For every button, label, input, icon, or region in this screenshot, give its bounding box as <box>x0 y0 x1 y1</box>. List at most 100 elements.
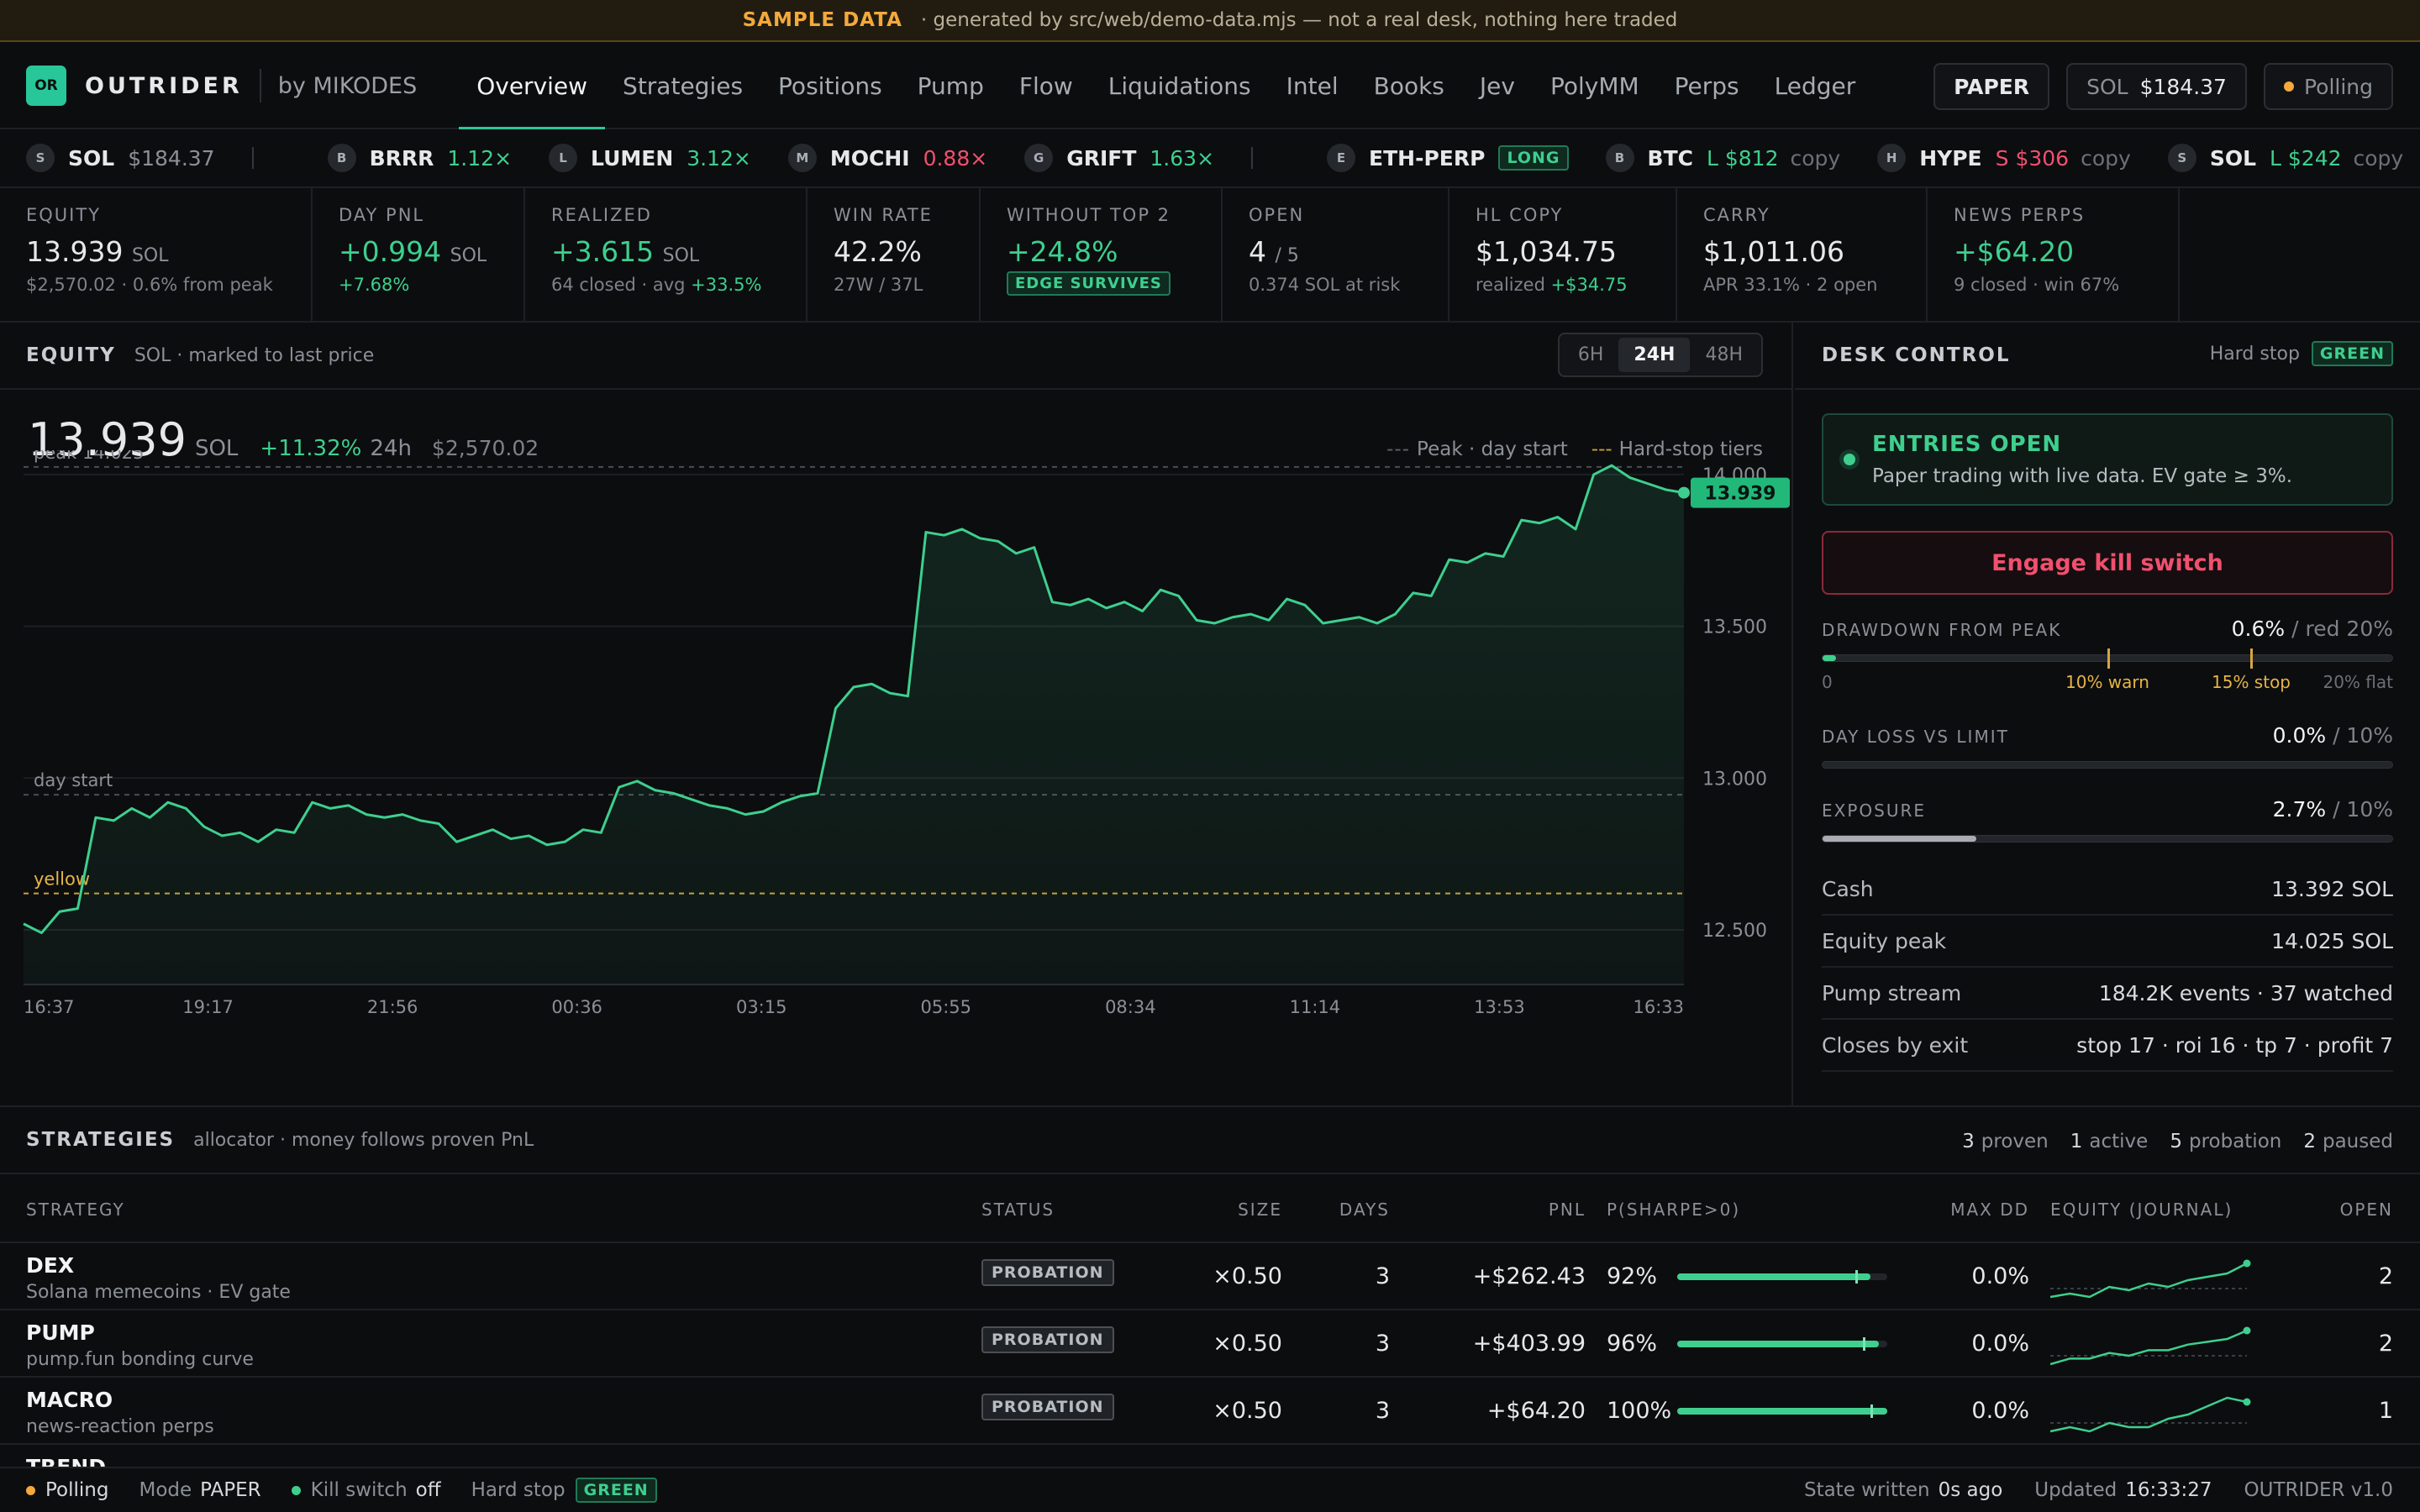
table-row[interactable]: PUMP pump.fun bonding curve PROBATION ×0.50… <box>0 1309 2420 1376</box>
footer-mode-value: PAPER <box>200 1479 261 1501</box>
col-maxdd[interactable]: MAX DD <box>1950 1200 2029 1220</box>
desk-control-header: DESK CONTROL Hard stop GREEN <box>1795 323 2420 390</box>
desk-control-title: DESK CONTROL <box>1822 344 2011 366</box>
tab-ledger[interactable]: Ledger <box>1774 71 1856 100</box>
col-size[interactable]: SIZE <box>1238 1200 1282 1220</box>
ticker-tag: copy <box>1790 145 1841 171</box>
tab-perps[interactable]: Perps <box>1674 71 1739 100</box>
tab-jev[interactable]: Jev <box>1479 71 1515 100</box>
stat-badge-row: EDGE SURVIVES <box>1007 271 1221 296</box>
x-tick-label: 00:36 <box>551 997 602 1017</box>
col-status[interactable]: STATUS <box>981 1200 1055 1220</box>
logo-icon[interactable]: OR <box>26 66 66 106</box>
tab-intel[interactable]: Intel <box>1286 71 1339 100</box>
ticker-item-lumen[interactable]: L LUMEN 3.12× <box>549 144 751 172</box>
stat-unit: SOL <box>662 245 700 266</box>
range-24h[interactable]: 24H <box>1618 338 1691 372</box>
ticker-value: L $242 <box>2270 145 2342 171</box>
sparkline-end <box>2243 1326 2251 1335</box>
drawdown-limit: / red 20% <box>2291 617 2393 641</box>
footer-right: State written 0s ago Updated 16:33:27 OUTR… <box>1804 1468 2393 1512</box>
day-loss-meter: DAY LOSS VS LIMIT 0.0% / 10% <box>1822 723 2393 769</box>
stat-sub: realized +$34.75 <box>1476 275 1676 295</box>
ticker-symbol: SOL <box>68 145 115 171</box>
exposure-meter: EXPOSURE 2.7% / 10% <box>1822 797 2393 843</box>
col-equity-journal[interactable]: EQUITY (JOURNAL) <box>2050 1200 2233 1220</box>
stat-open: OPEN 4 / 5 0.374 SOL at risk <box>1223 188 1449 321</box>
ticker-value: $184.37 <box>128 145 215 171</box>
mode-pill[interactable]: PAPER <box>1933 63 2050 110</box>
drawdown-label: DRAWDOWN FROM PEAK <box>1822 620 2062 640</box>
ticker-item-sol[interactable]: S SOL L $242 copy <box>2167 144 2403 172</box>
strategy-desc: news-reaction perps <box>26 1416 214 1437</box>
coin-icon: H <box>1877 144 1907 172</box>
tab-liquidations[interactable]: Liquidations <box>1107 71 1251 100</box>
drawdown-scale: 0 10% warn 15% stop 20% flat <box>1822 672 2393 694</box>
ticker-item-eth-perp[interactable]: E ETH-PERP LONG <box>1327 144 1569 172</box>
tab-positions[interactable]: Positions <box>778 71 882 100</box>
stat-sub-highlight: +33.5% <box>691 275 762 295</box>
tab-books[interactable]: Books <box>1373 71 1444 100</box>
sample-data-banner: SAMPLE DATA · generated by src/web/demo-… <box>0 0 2420 42</box>
range-48h[interactable]: 48H <box>1705 344 1743 365</box>
psharpe-bar <box>1677 1404 1887 1418</box>
status-cell: PROBATION <box>981 1326 1114 1353</box>
stat-label: DAY PNL <box>339 205 425 225</box>
ticker-item-brrr[interactable]: B BRRR 1.12× <box>327 144 512 172</box>
col-open[interactable]: OPEN <box>2339 1200 2393 1220</box>
ticker-item-mochi[interactable]: M MOCHI 0.88× <box>787 144 987 172</box>
ticker-item-btc[interactable]: B BTC L $812 copy <box>1605 144 1841 172</box>
last-point <box>1678 486 1690 499</box>
stat-sub-text: 64 closed · avg <box>551 275 692 295</box>
days-cell: 3 <box>1375 1331 1390 1357</box>
last-value-tag <box>1691 477 1790 508</box>
ticker-value: L $812 <box>1706 145 1779 171</box>
desk-row-key: Cash <box>1822 876 1874 901</box>
status-badge: PROBATION <box>981 1326 1114 1353</box>
col-days[interactable]: DAYS <box>1339 1200 1390 1220</box>
ticker-value: S $306 <box>1995 145 2070 171</box>
stat-sub: $2,570.02 · 0.6% from peak <box>26 275 311 295</box>
tab-pump[interactable]: Pump <box>917 71 984 100</box>
table-row[interactable]: DEX Solana memecoins · EV gate PROBATION ×0… <box>0 1242 2420 1309</box>
col-psharpe[interactable]: P(SHARPE>0) <box>1607 1200 1741 1220</box>
col-pnl[interactable]: PNL <box>1548 1200 1586 1220</box>
ticker-item-hype[interactable]: H HYPE S $306 copy <box>1877 144 2131 172</box>
ticker-tag: copy <box>2081 145 2131 171</box>
stat-value: 42.2% <box>834 235 922 268</box>
table-row[interactable]: MACRO news-reaction perps PROBATION ×0.50 3 +… <box>0 1376 2420 1443</box>
strategies-header: STRATEGIES allocator · money follows pro… <box>0 1107 2420 1174</box>
sol-price-pill[interactable]: SOL $184.37 <box>2066 63 2247 110</box>
exposure-fill <box>1823 836 1977 842</box>
count-label: proven <box>1981 1131 2049 1152</box>
count-proven: 3 proven <box>1962 1131 2049 1152</box>
ticker-value: 3.12× <box>687 145 751 171</box>
desk-row-equity-peak: Equity peak 14.025 SOL <box>1822 916 2393 968</box>
stat-value-row: +24.8% <box>1007 235 1221 268</box>
footer-hard-label: Hard stop <box>471 1479 566 1501</box>
stat-news-perps: NEWS PERPS +$64.20 9 closed · win 67% <box>1928 188 2180 321</box>
last-value-label: 13.939 <box>1705 484 1776 505</box>
col-strategy[interactable]: STRATEGY <box>26 1200 125 1220</box>
tab-strategies[interactable]: Strategies <box>623 71 744 100</box>
tab-polymm[interactable]: PolyMM <box>1549 71 1639 100</box>
desk-control-panel: DESK CONTROL Hard stop GREEN ENTRIES OPE… <box>1795 323 2420 1105</box>
psharpe-cell: 100% <box>1607 1398 1672 1424</box>
hard-stop-badge: GREEN <box>2311 341 2393 366</box>
stat-label: REALIZED <box>551 205 652 225</box>
ticker-item-sol[interactable]: S SOL $184.37 <box>26 144 215 172</box>
stat-unit: SOL <box>450 245 487 266</box>
footer-kill-switch: Kill switch off <box>291 1479 441 1501</box>
count-label: probation <box>2188 1131 2282 1152</box>
range-6h[interactable]: 6H <box>1577 344 1604 365</box>
tab-overview[interactable]: Overview <box>459 44 605 129</box>
desk-row-value: 13.392 SOL <box>2271 876 2393 901</box>
exposure-limit: / 10% <box>2333 797 2393 822</box>
desk-row-value: 14.025 SOL <box>2271 928 2393 953</box>
maxdd-cell: 0.0% <box>1971 1331 2029 1357</box>
tab-flow[interactable]: Flow <box>1018 71 1073 100</box>
ticker-item-grift[interactable]: G GRIFT 1.63× <box>1024 144 1214 172</box>
kill-switch-button[interactable]: Engage kill switch <box>1822 531 2393 595</box>
polling-pill[interactable]: Polling <box>2263 63 2393 110</box>
